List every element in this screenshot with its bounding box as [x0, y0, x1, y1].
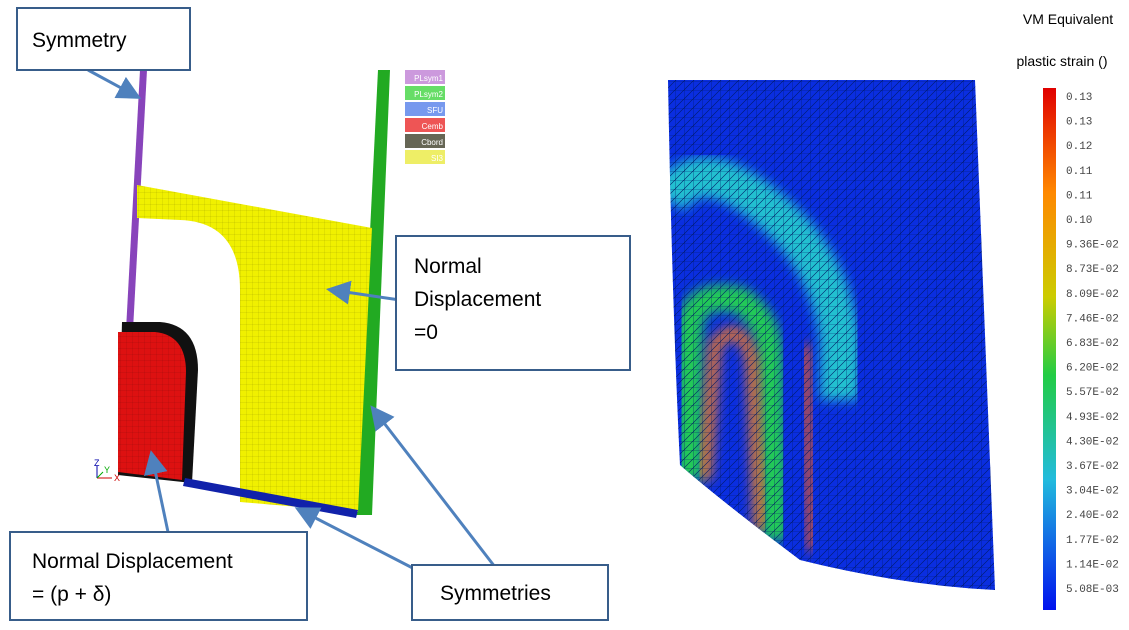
- axis-triad: Z Y X: [94, 458, 120, 483]
- colorbar-label: 9.36E-02: [1066, 240, 1119, 252]
- colorbar-label: 3.04E-02: [1066, 486, 1119, 498]
- colorbar-label: 4.30E-02: [1066, 436, 1119, 448]
- callout: = (p + δ): [32, 583, 111, 606]
- callout: Normal Displacement: [32, 550, 233, 573]
- colorbar-label: 0.13: [1066, 117, 1092, 129]
- callout: Displacement: [414, 288, 541, 311]
- legend-label: PLsym2: [414, 90, 443, 99]
- callout: =0: [414, 321, 438, 344]
- colorbar-label: 5.08E-03: [1066, 584, 1119, 596]
- legend-label: Cemb: [422, 122, 444, 131]
- colorbar-title: plastic strain (): [1016, 53, 1107, 69]
- colorbar-label: 3.67E-02: [1066, 461, 1119, 473]
- colorbar-title: VM Equivalent: [1023, 11, 1113, 27]
- callout-box: [10, 532, 307, 620]
- colorbar-label: 6.83E-02: [1066, 338, 1119, 350]
- colorbar-label: 5.57E-02: [1066, 387, 1119, 399]
- callout: Symmetries: [440, 582, 551, 605]
- colorbar-label: 0.10: [1066, 215, 1092, 227]
- colorbar-label: 0.13: [1066, 92, 1092, 104]
- legend-label: SFU: [427, 106, 443, 115]
- colorbar-label: 7.46E-02: [1066, 313, 1119, 325]
- legend-label: PLsym1: [414, 74, 443, 83]
- colorbar-label: 0.12: [1066, 141, 1092, 153]
- result-plot: [660, 70, 1000, 600]
- colorbar-label: 8.09E-02: [1066, 289, 1119, 301]
- left-model: PLsym1 PLsym2 SFU Cemb Cbord SI3 Z Y X: [94, 70, 445, 518]
- colorbar-label: 6.20E-02: [1066, 363, 1119, 375]
- axis-label: X: [114, 473, 120, 483]
- callout: Normal: [414, 255, 482, 278]
- legend-label: Cbord: [421, 138, 443, 147]
- figure: PLsym1 PLsym2 SFU Cemb Cbord SI3 Z Y X VM Equ…: [0, 0, 1129, 630]
- colorbar-label: 2.40E-02: [1066, 510, 1119, 522]
- colorbar-label: 0.11: [1066, 190, 1093, 202]
- axis-label: Y: [104, 465, 110, 475]
- colorbar-label: 1.77E-02: [1066, 535, 1119, 547]
- legend-label: SI3: [431, 154, 444, 163]
- colorbar-label: 4.93E-02: [1066, 412, 1119, 424]
- axis-label: Z: [94, 458, 100, 468]
- colorbar-label: 8.73E-02: [1066, 264, 1119, 276]
- colorbar-label: 0.11: [1066, 166, 1093, 178]
- colorbar-label: 1.14E-02: [1066, 559, 1119, 571]
- colorbar: [1043, 88, 1056, 610]
- callout: Symmetry: [32, 29, 127, 52]
